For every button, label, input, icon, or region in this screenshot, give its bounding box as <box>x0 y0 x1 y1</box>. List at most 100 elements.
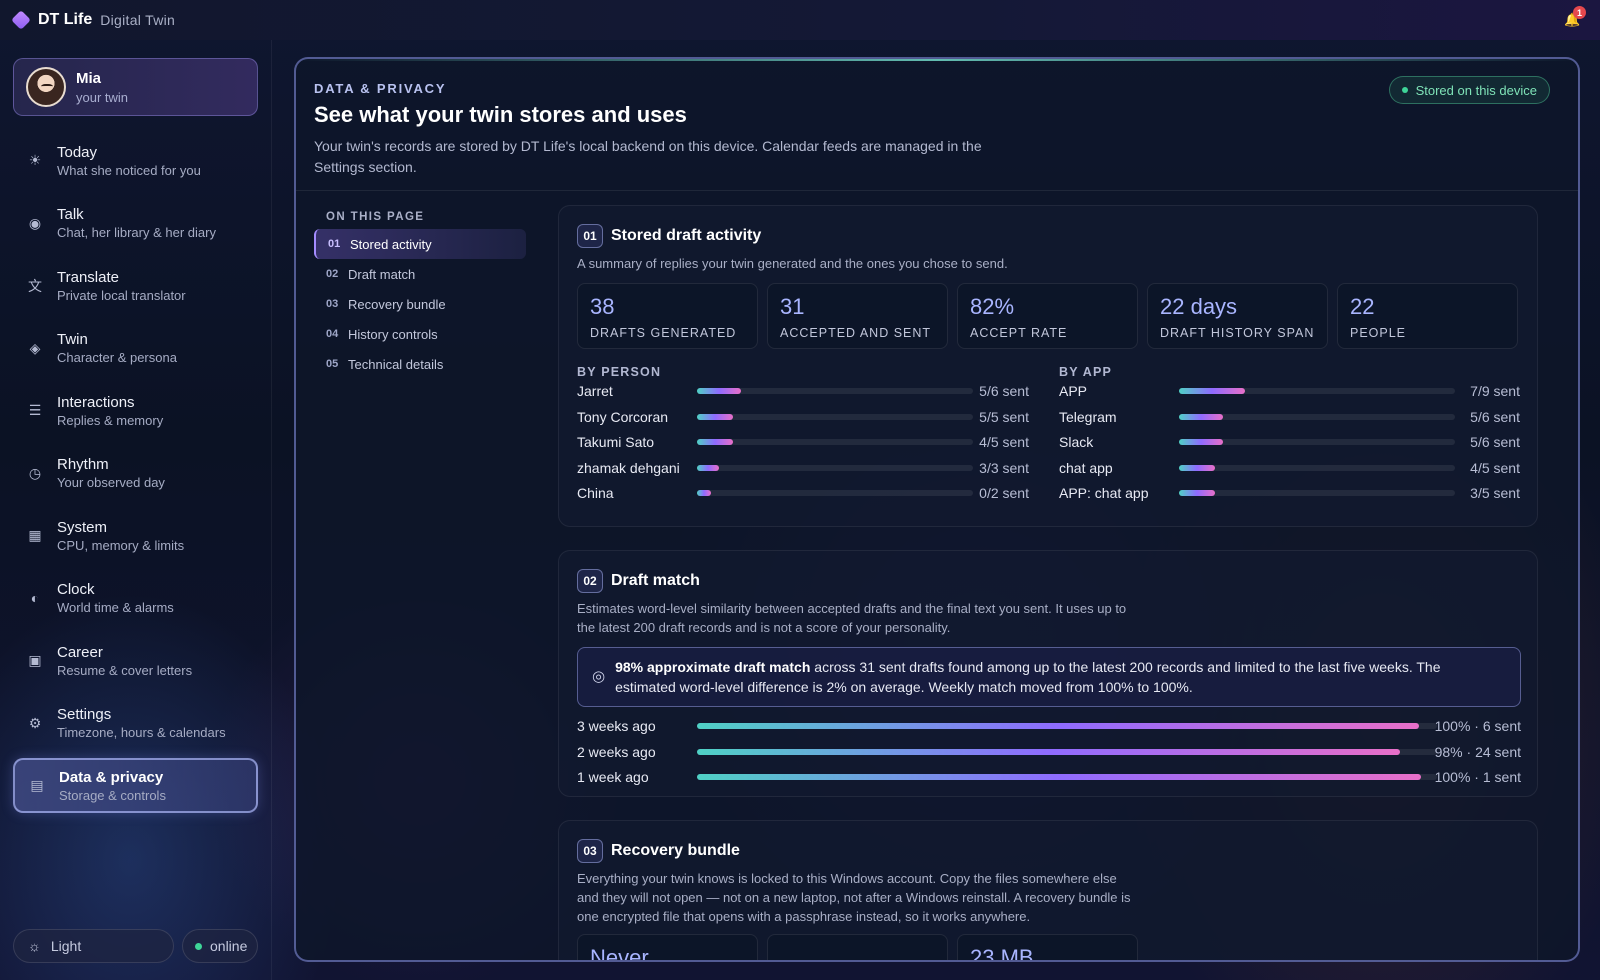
stat-label: DRAFTS GENERATED <box>590 326 737 340</box>
sidebar-item-talk[interactable]: ◉ Talk Chat, her library & her diary <box>13 196 258 251</box>
sidebar-item-system[interactable]: ▦ System CPU, memory & limits <box>13 508 258 563</box>
bar-row: chat app 4/5 sent <box>1059 458 1520 478</box>
status-dot-icon <box>195 942 202 950</box>
stat-card: 38 DRAFTS GENERATED <box>577 283 758 349</box>
sidebar-item-rhythm[interactable]: ◷ Rhythm Your observed day <box>13 446 258 501</box>
bar-track <box>697 464 973 471</box>
bar-value: 5/5 sent <box>979 408 1029 425</box>
bar-track <box>1179 413 1455 420</box>
toc-link[interactable]: 01 Stored activity <box>314 229 526 259</box>
week-track <box>697 748 1437 755</box>
sidebar-item-label: Twin <box>57 331 88 348</box>
sidebar-item-text: Interactions Replies & memory <box>57 394 163 428</box>
bar-label: zhamak dehgani <box>577 459 680 476</box>
bar-row: Jarret 5/6 sent <box>577 381 1029 401</box>
sidebar-item-text: System CPU, memory & limits <box>57 519 184 553</box>
bar-fill <box>1179 388 1246 394</box>
notification-bell-icon[interactable]: 🔔 1 <box>1564 6 1586 28</box>
by-app-title: BY APP <box>1059 365 1113 379</box>
toc-label: Draft match <box>348 266 416 282</box>
toc-number: 03 <box>326 298 339 310</box>
section-description: Everything your twin knows is locked to … <box>577 871 1131 924</box>
chat-icon: ◉ <box>28 214 42 231</box>
sidebar-item-twin[interactable]: ◈ Twin Character & persona <box>13 321 258 376</box>
profile-name: Mia <box>76 69 102 87</box>
bar-fill <box>697 439 733 445</box>
bar-row: APP: chat app 3/5 sent <box>1059 483 1520 503</box>
sidebar-item-text: Clock World time & alarms <box>57 581 174 615</box>
section-title: Stored draft activity <box>611 227 762 244</box>
toc-title: ON THIS PAGE <box>326 211 425 223</box>
brand-name: DT Life <box>38 11 93 28</box>
main-panel: DATA & PRIVACY See what your twin stores… <box>294 57 1580 962</box>
sidebar-item-translate[interactable]: 文 Translate Private local translator <box>13 258 258 313</box>
sidebar-item-label: System <box>57 518 108 536</box>
sidebar: Mia your twin ☀ Today What she noticed for… <box>0 40 272 980</box>
section-number: 02 <box>577 569 603 593</box>
section-number: 03 <box>577 839 603 863</box>
theme-toggle-button[interactable]: ☼ Light <box>13 929 174 963</box>
notification-badge: 1 <box>1573 6 1586 19</box>
title-bar: DT Life Digital Twin 🔔 1 <box>0 0 1600 40</box>
bar-value: 5/6 sent <box>979 383 1029 399</box>
stat-label: DRAFT HISTORY SPAN <box>1160 326 1315 340</box>
sidebar-item-subtitle: Timezone, hours & calendars <box>57 725 226 740</box>
sidebar-item-label: Today <box>57 143 98 161</box>
sidebar-item-subtitle: Storage & controls <box>59 787 166 803</box>
stat-value: 38 <box>590 294 615 319</box>
stat-label: ACCEPTED AND SENT <box>780 326 932 340</box>
week-label: 3 weeks ago <box>577 718 656 734</box>
clock-icon: ◷ <box>28 464 42 481</box>
toc-link[interactable]: 05 Technical details <box>314 349 526 379</box>
toc-link[interactable]: 03 Recovery bundle <box>314 289 526 319</box>
bar-label: Jarret <box>577 383 613 399</box>
sidebar-item-label: Clock <box>57 581 95 598</box>
sidebar-item-today[interactable]: ☀ Today What she noticed for you <box>13 133 258 188</box>
toc-link[interactable]: 02 Draft match <box>314 259 526 289</box>
stat-value: 82% <box>970 294 1015 319</box>
sidebar-item-data-privacy[interactable]: ▤ Data & privacy Storage & controls <box>13 758 258 813</box>
sidebar-item-label: Translate <box>57 268 119 286</box>
week-fill <box>697 748 1400 755</box>
sidebar-item-career[interactable]: ▣ Career Resume & cover letters <box>13 633 258 688</box>
sidebar-item-label: Career <box>57 643 103 661</box>
sidebar-item-interactions[interactable]: ☰ Interactions Replies & memory <box>13 383 258 438</box>
bar-row: China 0/2 sent <box>577 483 1029 503</box>
section-stored-activity: 01 Stored draft activity A summary of re… <box>558 205 1538 527</box>
bar-track <box>697 439 973 445</box>
week-value: 98% · 24 sent <box>1434 743 1521 760</box>
stat-card: 31 ACCEPTED AND SENT <box>767 283 948 349</box>
week-value: 100% · 6 sent <box>1434 718 1521 734</box>
sidebar-item-subtitle: Chat, her library & her diary <box>57 225 216 240</box>
page-title: See what your twin stores and uses <box>314 102 687 127</box>
week-label: 1 week ago <box>577 769 649 785</box>
draft-match-detail: across 31 sent drafts found among up to … <box>615 659 1441 695</box>
table-of-contents: 01 Stored activity 02 Draft match 03 Recovery… <box>314 229 526 379</box>
target-icon: ◎ <box>592 668 606 685</box>
connection-status: online <box>182 929 258 963</box>
week-track <box>697 774 1437 780</box>
status-dot-icon <box>1401 87 1408 93</box>
stat-label: PEOPLE <box>1350 326 1407 340</box>
recovery-stat <box>767 934 948 960</box>
diamond-icon: ◈ <box>29 339 41 356</box>
bar-label: APP <box>1059 383 1088 399</box>
stat-cards: 38 DRAFTS GENERATED 31 ACCEPTED AND SENT 82%… <box>577 283 1518 349</box>
sidebar-item-settings[interactable]: ⚙ Settings Timezone, hours & calendars <box>13 696 258 751</box>
sidebar-item-label: Interactions <box>57 393 135 411</box>
sidebar-item-clock[interactable]: ◐ Clock World time & alarms <box>13 571 258 626</box>
bar-track <box>697 388 973 394</box>
section-header: 03 Recovery bundle <box>577 839 740 863</box>
divider <box>296 190 1578 191</box>
briefcase-icon: ▣ <box>28 652 42 668</box>
section-header: 02 Draft match <box>577 569 700 593</box>
week-track <box>697 723 1437 729</box>
stat-card: 22 PEOPLE <box>1337 283 1518 349</box>
draft-match-summary: ◎ 98% approximate draft match across 31 … <box>577 647 1521 707</box>
sidebar-nav: ☀ Today What she noticed for you ◉ Talk Chat,… <box>13 133 258 821</box>
toc-link[interactable]: 04 History controls <box>314 319 526 349</box>
section-description: Estimates word-level similarity between … <box>577 601 1127 635</box>
bar-row: APP 7/9 sent <box>1059 381 1520 401</box>
bar-label: Telegram <box>1059 408 1117 425</box>
profile-card[interactable]: Mia your twin <box>13 58 258 116</box>
